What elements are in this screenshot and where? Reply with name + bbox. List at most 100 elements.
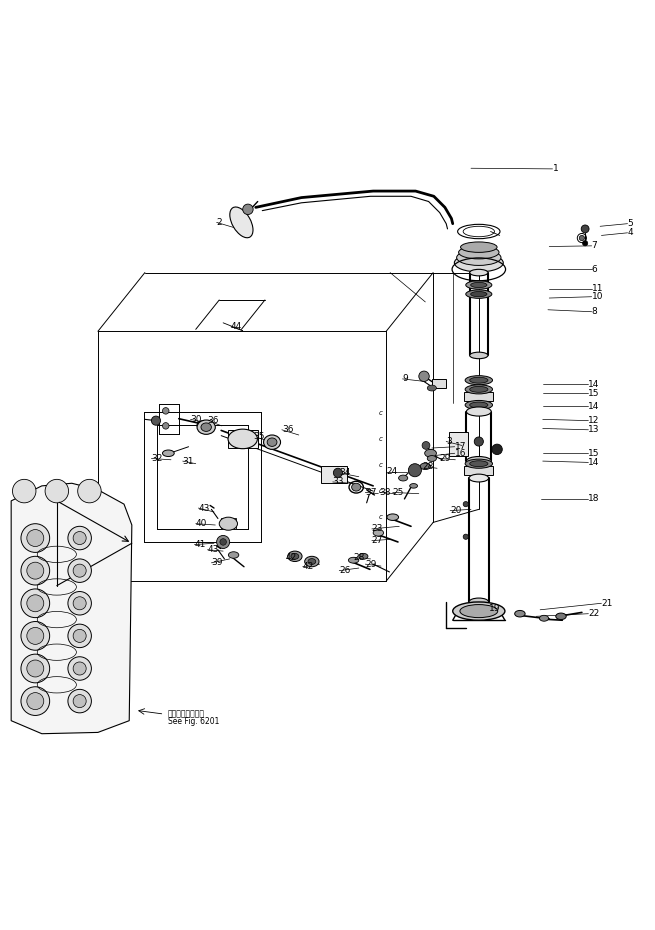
- Circle shape: [162, 422, 169, 429]
- Circle shape: [581, 225, 589, 232]
- Text: 20: 20: [450, 506, 462, 515]
- Ellipse shape: [348, 557, 359, 564]
- Ellipse shape: [162, 450, 174, 457]
- Ellipse shape: [466, 407, 491, 416]
- Text: 26: 26: [339, 566, 350, 575]
- Text: 41: 41: [195, 540, 206, 549]
- Circle shape: [73, 695, 86, 708]
- Circle shape: [68, 526, 92, 550]
- Text: 15: 15: [588, 389, 600, 398]
- Text: c: c: [379, 462, 383, 468]
- Text: 7: 7: [591, 242, 597, 250]
- Circle shape: [27, 693, 44, 710]
- Circle shape: [408, 464, 421, 477]
- Ellipse shape: [469, 474, 489, 482]
- Circle shape: [21, 589, 50, 618]
- Text: 27: 27: [372, 537, 383, 545]
- Text: 28: 28: [422, 462, 434, 471]
- Ellipse shape: [267, 438, 277, 446]
- Ellipse shape: [466, 457, 491, 466]
- Ellipse shape: [470, 386, 488, 392]
- Circle shape: [333, 469, 343, 477]
- Circle shape: [582, 241, 588, 246]
- Text: 39: 39: [212, 558, 223, 567]
- Circle shape: [68, 624, 92, 647]
- Bar: [321, 466, 347, 484]
- Text: 8: 8: [591, 307, 597, 316]
- Ellipse shape: [471, 283, 487, 287]
- Text: 22: 22: [588, 609, 599, 618]
- Circle shape: [73, 532, 86, 545]
- Text: c: c: [379, 488, 383, 494]
- Text: 第６２０１図参照: 第６２０１図参照: [168, 710, 205, 719]
- Ellipse shape: [458, 246, 499, 259]
- Text: 25: 25: [393, 488, 404, 497]
- Ellipse shape: [399, 475, 407, 481]
- Text: c: c: [379, 514, 383, 520]
- Circle shape: [45, 479, 69, 503]
- Text: See Fig. 6201: See Fig. 6201: [168, 717, 219, 726]
- Text: 43: 43: [208, 545, 219, 554]
- Text: 28: 28: [354, 553, 365, 562]
- Text: 24: 24: [386, 467, 398, 476]
- Text: 5: 5: [627, 219, 633, 228]
- Ellipse shape: [291, 553, 299, 559]
- Circle shape: [73, 630, 86, 643]
- Ellipse shape: [470, 352, 488, 359]
- Circle shape: [27, 595, 44, 612]
- Ellipse shape: [230, 207, 253, 238]
- Text: 33: 33: [333, 477, 345, 486]
- Ellipse shape: [263, 435, 280, 449]
- Bar: [229, 430, 257, 448]
- Bar: [464, 392, 493, 401]
- Bar: [432, 379, 446, 388]
- Circle shape: [68, 559, 92, 582]
- Circle shape: [463, 534, 468, 539]
- Text: 30: 30: [191, 415, 202, 424]
- Ellipse shape: [453, 602, 505, 620]
- Ellipse shape: [471, 291, 487, 297]
- Circle shape: [78, 479, 101, 503]
- Circle shape: [243, 204, 253, 215]
- Ellipse shape: [465, 459, 493, 469]
- Text: 36: 36: [208, 416, 219, 425]
- Ellipse shape: [460, 604, 498, 618]
- Text: 42: 42: [303, 563, 314, 571]
- Circle shape: [21, 686, 50, 715]
- Text: c: c: [379, 436, 383, 442]
- Text: 18: 18: [588, 495, 600, 503]
- Text: 21: 21: [601, 599, 613, 608]
- Circle shape: [21, 621, 50, 650]
- Ellipse shape: [470, 378, 488, 383]
- Text: 37: 37: [365, 488, 377, 497]
- Circle shape: [492, 445, 502, 455]
- Ellipse shape: [455, 254, 503, 272]
- Circle shape: [73, 662, 86, 675]
- Ellipse shape: [409, 484, 417, 488]
- Ellipse shape: [197, 420, 215, 434]
- Ellipse shape: [460, 242, 497, 252]
- Circle shape: [73, 565, 86, 578]
- Text: 29: 29: [440, 454, 451, 463]
- Text: 3: 3: [446, 437, 452, 446]
- Text: 16: 16: [455, 449, 466, 458]
- Ellipse shape: [427, 456, 436, 461]
- Ellipse shape: [470, 270, 488, 276]
- Ellipse shape: [424, 449, 436, 458]
- Ellipse shape: [308, 559, 316, 565]
- Ellipse shape: [201, 423, 212, 432]
- Text: 6: 6: [591, 265, 597, 273]
- Text: 9: 9: [403, 375, 408, 383]
- Text: 14: 14: [588, 458, 600, 467]
- Circle shape: [21, 654, 50, 683]
- Text: 38: 38: [380, 488, 391, 497]
- Circle shape: [27, 628, 44, 644]
- Ellipse shape: [427, 385, 436, 391]
- Circle shape: [217, 536, 230, 549]
- Bar: [464, 466, 493, 475]
- Ellipse shape: [219, 517, 238, 530]
- Text: 1: 1: [553, 165, 558, 173]
- Text: 31: 31: [183, 457, 194, 466]
- Ellipse shape: [465, 385, 493, 394]
- Bar: [449, 432, 468, 456]
